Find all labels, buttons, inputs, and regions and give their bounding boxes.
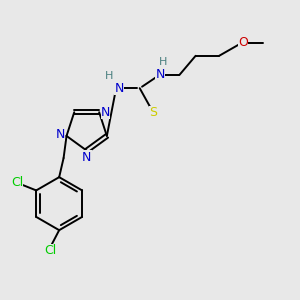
Text: S: S bbox=[149, 106, 157, 119]
Text: N: N bbox=[56, 128, 65, 141]
Text: Cl: Cl bbox=[11, 176, 23, 189]
Text: H: H bbox=[159, 57, 167, 67]
Text: Cl: Cl bbox=[44, 244, 56, 257]
Text: N: N bbox=[114, 82, 124, 95]
Text: N: N bbox=[156, 68, 165, 81]
Text: N: N bbox=[101, 106, 110, 119]
Text: H: H bbox=[105, 71, 113, 81]
Text: N: N bbox=[82, 151, 92, 164]
Text: O: O bbox=[238, 36, 248, 49]
